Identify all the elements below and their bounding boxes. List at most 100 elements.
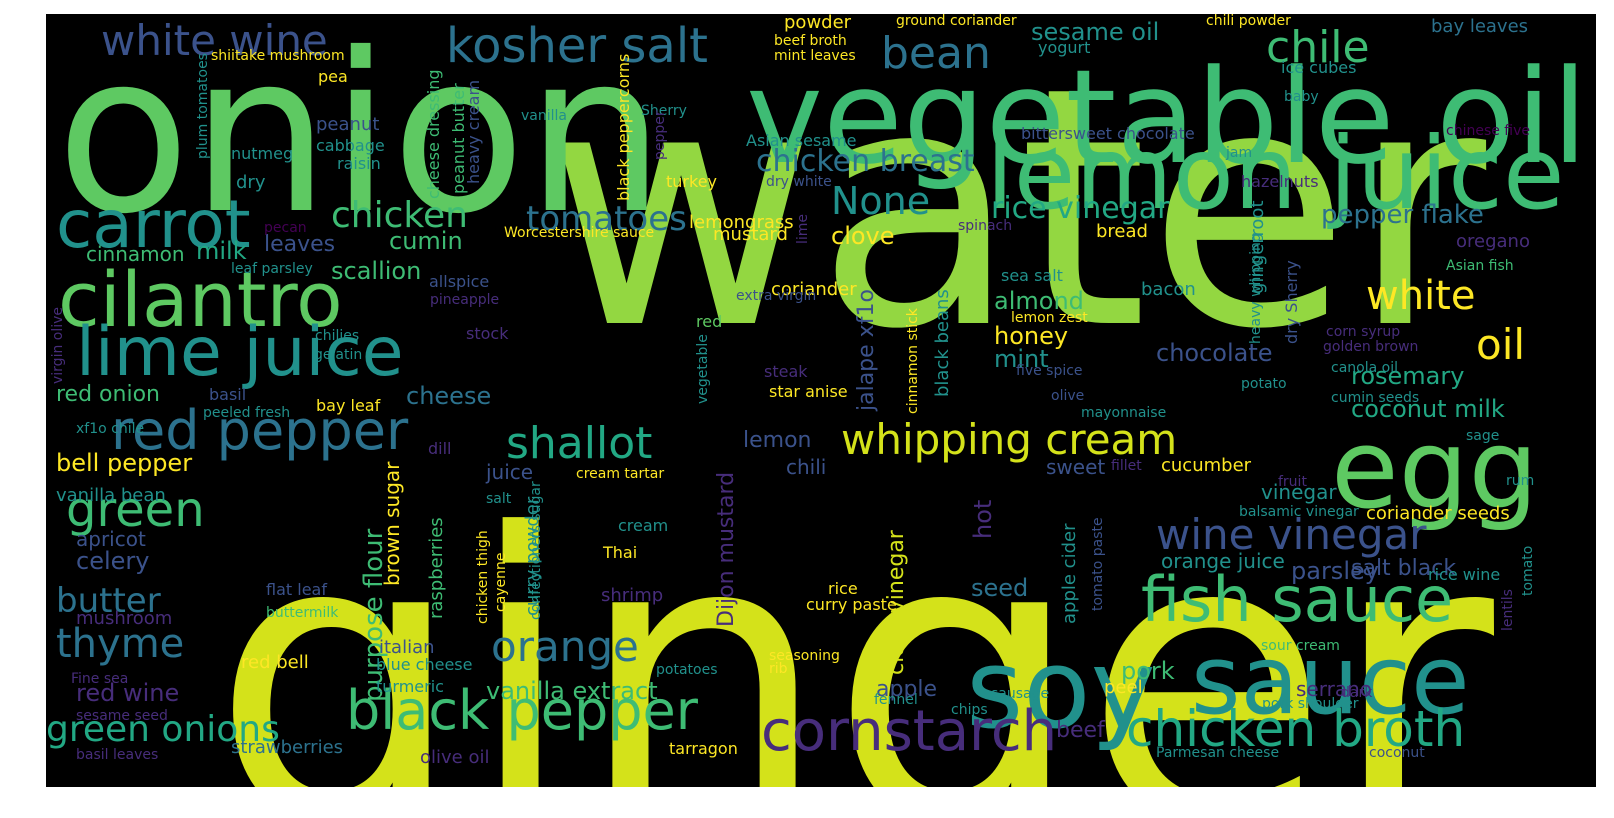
word-heavy-whipping: heavy whipping — [1248, 233, 1264, 344]
word-virgin-olive: virgin olive — [50, 306, 66, 384]
word-shiitake-mushroom: shiitake mushroom — [211, 48, 345, 64]
word-tomato-paste: tomato paste — [1090, 517, 1106, 611]
word-lime-juice: lime juice — [76, 313, 404, 392]
word-basil: basil — [209, 385, 247, 404]
word-jam: jam — [1226, 145, 1253, 161]
word-worcestershire-sauce: Worcestershire sauce — [504, 225, 655, 241]
word-clove: clove — [831, 222, 895, 250]
word-oil: oil — [1476, 320, 1526, 369]
word-sesame-oil: sesame oil — [1031, 18, 1160, 46]
word-rosemary: rosemary — [1351, 362, 1465, 390]
word-lemon-juice: lemon juice — [986, 115, 1565, 232]
word-stock: stock — [466, 324, 509, 343]
word-kosher-salt: kosher salt — [446, 18, 708, 74]
word-chili: chili — [786, 455, 827, 479]
word-extra-virgin: extra virgin — [736, 288, 817, 304]
word-apple-cider: apple cider — [1059, 523, 1080, 624]
word-red-bell: red bell — [241, 652, 309, 673]
word-tomato: tomato — [1520, 545, 1536, 596]
word-scallion: scallion — [331, 257, 422, 285]
word-red-pepper: red pepper — [111, 399, 409, 462]
word-salt: salt — [486, 491, 512, 507]
word-cheese-dressing: cheese dressing — [424, 69, 443, 199]
word-confectioners-sugar: confectioners sugar — [528, 481, 544, 620]
word-mushroom: mushroom — [76, 608, 173, 629]
word-chile: chile — [1266, 22, 1370, 73]
word-sweet: sweet — [1046, 455, 1106, 479]
word-bittersweet-chocolate: bittersweet chocolate — [1021, 124, 1195, 143]
word-pepper: pepper — [652, 110, 668, 160]
word-bean: bean — [881, 28, 991, 79]
word-nutmeg: nutmeg — [231, 144, 294, 163]
word-red: red — [696, 312, 723, 331]
word-lemongrass: lemongrass — [689, 212, 794, 233]
word-apple: apple — [876, 677, 938, 702]
word-serrano: serrano — [1296, 677, 1372, 701]
word-yogurt: yogurt — [1038, 38, 1091, 57]
word-honey: honey — [994, 322, 1069, 350]
word-sauce: sauce — [1191, 626, 1470, 736]
word-rice: rice — [828, 579, 858, 598]
word-sesame-seed: sesame seed — [76, 708, 168, 724]
word-ground-coriander: ground coriander — [896, 14, 1017, 29]
word-cumin: cumin — [389, 227, 463, 255]
word-fine-sea: Fine sea — [71, 671, 129, 687]
word-wine-vinegar: wine vinegar — [1156, 510, 1427, 559]
word-mayonnaise: mayonnaise — [1081, 405, 1167, 421]
word-fruit: fruit — [1278, 474, 1307, 490]
word-pepper-flake: pepper flake — [1321, 200, 1484, 230]
word-thyme: thyme — [56, 621, 185, 667]
word-celery: celery — [76, 547, 150, 575]
word-tomatoes: tomatoes — [526, 199, 687, 239]
word-none: None — [831, 179, 931, 223]
word-peel: peel — [1104, 677, 1143, 698]
word-vegetable-oil: vegetable oil — [746, 41, 1588, 193]
word-dill: dill — [428, 439, 452, 458]
word-chicken: chicken — [331, 195, 468, 236]
word-xf1o-chile: xf1o chile — [76, 421, 145, 437]
word-apricot: apricot — [76, 527, 146, 551]
word-pork-shoulder: pork shoulder — [1262, 696, 1359, 712]
word-coconut-milk: coconut milk — [1351, 395, 1505, 423]
word-pecan: pecan — [264, 220, 307, 236]
word-cabbage: cabbage — [316, 136, 385, 155]
word-brown-sugar: brown sugar — [380, 461, 404, 586]
word-beef-broth: beef broth — [774, 33, 847, 49]
word-pineapple: pineapple — [430, 292, 500, 308]
word-cumin-seeds: cumin seeds — [1331, 390, 1420, 406]
word-white: white — [1366, 273, 1476, 319]
word-coconut: coconut — [1369, 745, 1425, 761]
word-bay-leaf: bay leaf — [316, 396, 381, 415]
word-fennel: fennel — [874, 692, 918, 708]
word-rice-vinegar: rice vinegar — [991, 191, 1170, 226]
word-strawberries: strawberries — [231, 737, 344, 758]
word-lime: lime — [795, 213, 811, 244]
word-olive: olive — [1051, 388, 1085, 404]
word-heavy-cream: heavy cream — [464, 79, 483, 184]
word-powder: powder — [784, 14, 852, 33]
word-egg: egg — [1331, 405, 1539, 533]
word-vanilla-bean: vanilla bean — [56, 485, 166, 506]
word-almond: almond — [994, 287, 1084, 315]
word-star-anise: star anise — [769, 382, 848, 401]
word-juice: juice — [486, 460, 534, 484]
word-blue-cheese: blue cheese — [376, 655, 473, 674]
word-vanilla-extract: vanilla extract — [486, 677, 658, 705]
word-dry-sherry: dry Sherry — [1282, 260, 1301, 344]
word-canola-oil: canola oil — [1331, 360, 1398, 376]
word-rib: rib — [769, 661, 788, 677]
word-orange: orange — [491, 622, 639, 671]
word-hot: hot — [969, 499, 997, 539]
word-butter: butter — [56, 581, 161, 621]
word-chips: chips — [951, 702, 988, 718]
word-lentils: lentils — [1500, 589, 1516, 631]
word-olive-oil: olive oil — [420, 747, 490, 768]
word-plum-tomatoes: plum tomatoes — [195, 53, 211, 159]
word-cilantro: cilantro — [58, 255, 343, 344]
word-peeled-fresh: peeled fresh — [203, 405, 291, 421]
word-dijon-mustard: Dijon mustard — [714, 471, 739, 627]
word-asian-fish: Asian fish — [1446, 258, 1514, 274]
word-shrimp: shrimp — [601, 585, 664, 606]
word-mint-leaves: mint leaves — [774, 48, 856, 64]
word-leaf-parsley: leaf parsley — [231, 261, 313, 277]
